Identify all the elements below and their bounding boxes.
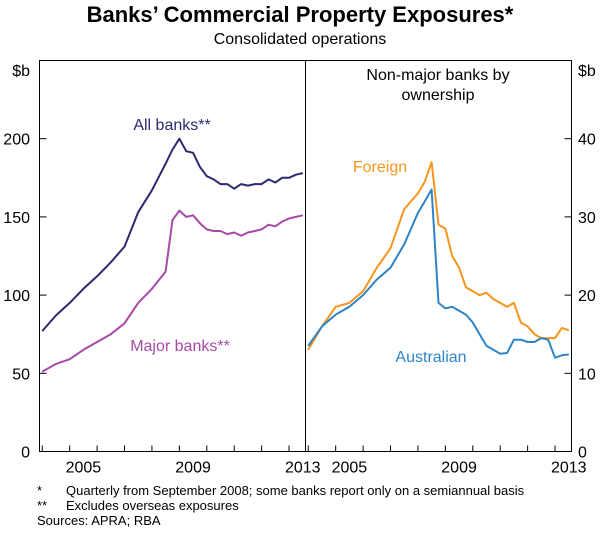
y-tick-label-left: 50 bbox=[12, 366, 30, 383]
series-line-foreign bbox=[307, 161, 570, 351]
footnote-text: Quarterly from September 2008; some bank… bbox=[66, 483, 525, 498]
y-tick-label-left: 100 bbox=[3, 288, 30, 305]
y-tick-label-right: 10 bbox=[578, 366, 596, 383]
footnote-2: ** Excludes overseas exposures bbox=[37, 498, 577, 513]
series-line-major-banks bbox=[41, 209, 304, 373]
chart-subtitle: Consolidated operations bbox=[213, 31, 387, 48]
y-tick-label-right: 30 bbox=[578, 210, 596, 227]
footnote-1: * Quarterly from September 2008; some ba… bbox=[37, 483, 577, 498]
x-tick-label: 2009 bbox=[175, 460, 211, 477]
x-tick-label: 2013 bbox=[285, 460, 321, 477]
right-panel-title: Non-major banks by ownership bbox=[366, 67, 509, 104]
chart-title: Banks’ Commercial Property Exposures* bbox=[86, 2, 514, 27]
sources: Sources: APRA; RBA bbox=[37, 513, 161, 528]
annotation-foreign: Foreign bbox=[353, 159, 407, 176]
y-tick-label-left: 0 bbox=[21, 445, 30, 462]
y-tick-label-right: 0 bbox=[578, 445, 587, 462]
left-unit-label: $b bbox=[12, 63, 30, 80]
y-tick-label-left: 200 bbox=[3, 132, 30, 149]
right-unit-label: $b bbox=[578, 63, 596, 80]
footnotes: * Quarterly from September 2008; some ba… bbox=[37, 483, 577, 528]
footnote-text: Excludes overseas exposures bbox=[66, 498, 239, 513]
annotation-australian: Australian bbox=[395, 349, 466, 366]
footnote-mark: * bbox=[37, 483, 43, 498]
x-tick-label: 2009 bbox=[441, 460, 477, 477]
footnote-mark: ** bbox=[37, 498, 48, 513]
y-tick-label-right: 40 bbox=[578, 132, 596, 149]
x-tick-label: 2005 bbox=[66, 460, 102, 477]
annotation-major-banks: Major banks** bbox=[130, 338, 230, 355]
x-tick-label: 2013 bbox=[551, 460, 587, 477]
annotation-all-banks: All banks** bbox=[133, 117, 210, 134]
series-line-australian bbox=[307, 188, 569, 359]
y-tick-label-left: 150 bbox=[3, 210, 30, 227]
y-tick-label-right: 20 bbox=[578, 288, 596, 305]
x-tick-label: 2005 bbox=[332, 460, 368, 477]
series-line-all-banks bbox=[41, 137, 304, 332]
